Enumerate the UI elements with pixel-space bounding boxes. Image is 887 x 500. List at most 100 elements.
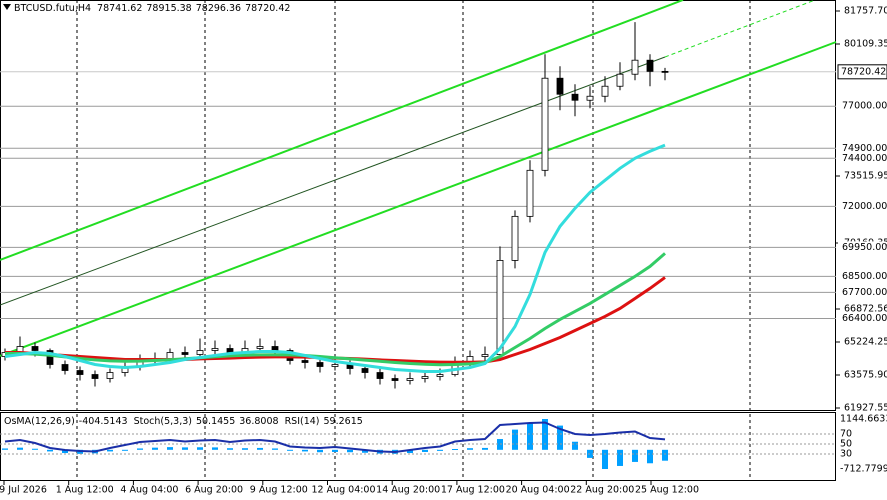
osma-name: OsMA(12,26,9) (4, 416, 75, 427)
candle-body (61, 364, 69, 371)
symbol-header: BTCUSD.futu,H4 78741.62 78915.38 78296.36 78… (14, 3, 290, 14)
osma-bar (407, 449, 413, 454)
osma-bar (332, 449, 338, 452)
candle-body (361, 368, 369, 373)
high: 78915.38 (146, 3, 191, 14)
osma-bar (647, 449, 653, 464)
osma-bar (662, 449, 668, 461)
osma-bar (437, 449, 443, 451)
candle-body (331, 364, 339, 367)
x-tick-label: 9 Aug 12:00 (250, 485, 308, 496)
candle-body (391, 378, 399, 381)
candle-body (376, 372, 384, 379)
candle-body (31, 346, 39, 351)
candle-body (181, 352, 189, 355)
osma-bar (17, 447, 23, 450)
price-label-box (837, 64, 887, 80)
x-tick-label: 29 Jul 2026 (0, 485, 47, 496)
candle-body (436, 374, 444, 377)
osma-bar (632, 449, 638, 462)
osma-bar (512, 429, 518, 450)
candle-body (496, 260, 504, 355)
candle-body (196, 350, 204, 355)
time-grid (76, 0, 751, 480)
osma-bar (527, 422, 533, 450)
osma-min-label: -712.7799 (840, 464, 887, 475)
open: 78741.62 (97, 3, 142, 14)
level-label-bg (838, 286, 886, 299)
levels (0, 71, 836, 319)
osma-bar (362, 449, 368, 453)
osma-bar (122, 449, 128, 451)
osma-bar (62, 449, 68, 454)
osma-bar (32, 448, 38, 450)
level-label-bg (838, 312, 886, 325)
rsi-tick-label: 30 (840, 449, 852, 460)
x-tick-label: 20 Aug 04:00 (506, 485, 570, 496)
channel-middle (0, 56, 666, 306)
candle-body (646, 59, 654, 72)
rsi-tick-label: 70 (840, 429, 852, 440)
level-label: 77000.00 (842, 101, 887, 112)
level-label: 74900.00 (842, 143, 887, 154)
indicator-header: OsMA(12,26,9) -404.5143 Stoch(5,3,3) 50.145… (4, 416, 363, 427)
osma-bar (137, 448, 143, 450)
y-tick-label: 65224.25 (844, 337, 887, 348)
rsi-tick-label: 50 (840, 439, 852, 450)
osma-bar (272, 448, 278, 450)
osma-bar (302, 449, 308, 452)
moving-average (4, 143, 666, 374)
y-tick-label: 73515.95 (844, 171, 887, 182)
y-tick-label: 81757.70 (844, 6, 887, 17)
x-tick-label: 4 Aug 04:00 (120, 485, 178, 496)
osma-bar (587, 449, 593, 458)
osma-bar (47, 449, 53, 452)
x-tick-label: 17 Aug 12:00 (441, 485, 505, 496)
candle-body (421, 376, 429, 379)
candle-body (661, 70, 669, 73)
level-label-bg (838, 200, 886, 213)
symbol: BTCUSD.futu,H4 (14, 3, 91, 14)
candle-body (511, 215, 519, 261)
candle-body (316, 362, 324, 367)
price-label: 78720.42 (841, 66, 886, 77)
candle-body (271, 346, 279, 351)
rsi-value: 59.2615 (324, 416, 363, 427)
candle-body (76, 370, 84, 375)
stoch-name: Stoch(5,3,3) (134, 416, 192, 427)
level-label: 69950.00 (842, 242, 887, 253)
channel-extension (664, 0, 816, 58)
osma-bar (167, 447, 173, 450)
plot (1, 22, 669, 389)
y-tick-label: 66872.56 (844, 304, 887, 315)
osma-bar (452, 449, 458, 451)
candle-body (46, 350, 54, 365)
price-frame (0, 0, 836, 411)
candle-body (256, 346, 264, 349)
osma-bar (467, 448, 473, 450)
symbol-icon (3, 4, 11, 10)
y-tick-label: 61927.55 (844, 403, 887, 414)
osma-bar (482, 447, 488, 450)
candle-body (601, 85, 609, 97)
level-label: 74400.00 (842, 153, 887, 164)
stoch-signal: 36.8008 (239, 416, 278, 427)
channel-lower (0, 41, 837, 357)
osma-bar (422, 449, 428, 452)
level-label: 72000.00 (842, 201, 887, 212)
stoch-main: 50.1455 (196, 416, 235, 427)
osma-bar (257, 447, 263, 450)
candle-body (406, 378, 414, 381)
osma-bar (227, 448, 233, 450)
level-label: 67700.00 (842, 287, 887, 298)
level-label-bg (838, 142, 886, 155)
x-tick-label: 6 Aug 20:00 (185, 485, 243, 496)
osma-bar (197, 447, 203, 450)
osma-max-label: 1144.6633 (840, 414, 887, 425)
channel-upper (0, 0, 684, 261)
rsi-name: RSI(14) (285, 416, 320, 427)
level-label-bg (838, 152, 886, 165)
candle-body (526, 169, 534, 217)
